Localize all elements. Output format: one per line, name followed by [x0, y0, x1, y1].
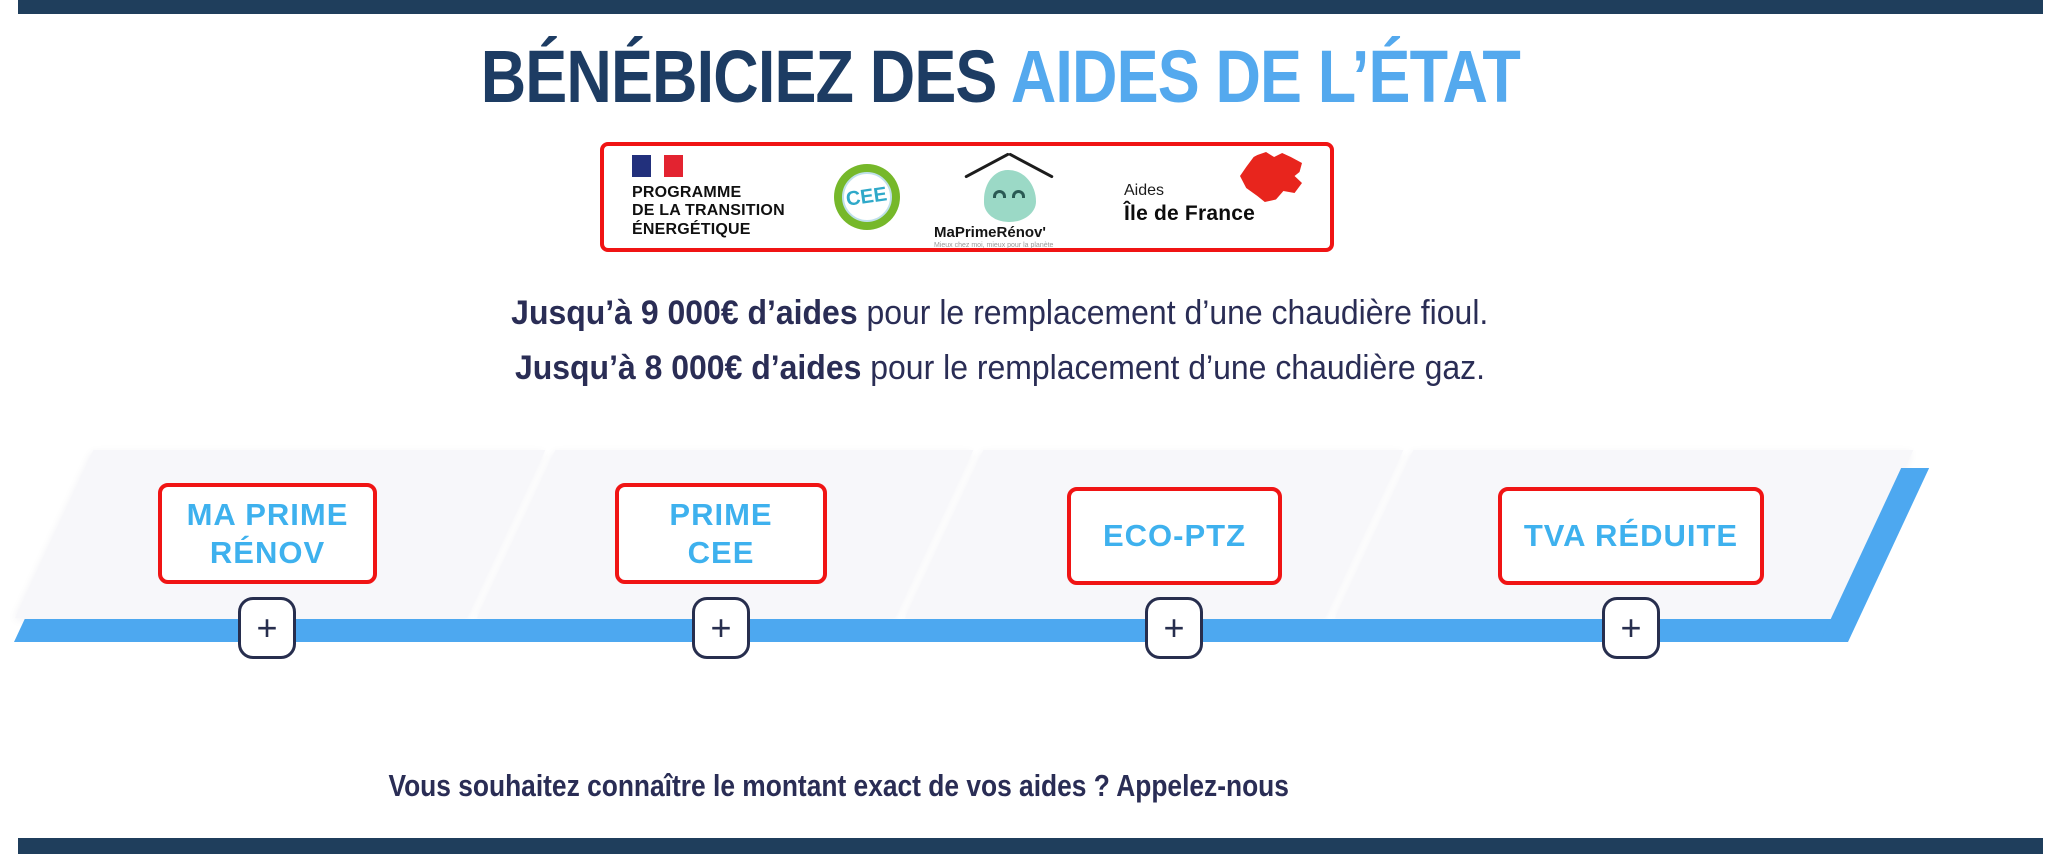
top-divider-bar	[18, 0, 2043, 14]
aid-label: MA PRIME	[186, 496, 349, 532]
expand-button-ma-prime-renov[interactable]: +	[238, 597, 296, 659]
aid-label: ECO-PTZ	[1102, 518, 1247, 554]
aid-label: RÉNOV	[209, 534, 326, 570]
page-title-dark: BÉNÉBICIEZ DES	[480, 35, 1011, 118]
expand-button-prime-cee[interactable]: +	[692, 597, 750, 659]
offer-amount-fioul: Jusqu’à 9 000€ d’aides	[511, 294, 858, 332]
offer-line-fioul: Jusqu’à 9 000€ d’aides pour le remplacem…	[0, 294, 2000, 333]
aid-label: CEE	[687, 534, 755, 570]
flag-blue-square	[632, 155, 651, 178]
maprimerenov-tagline: Mieux chez moi, mieux pour la planète	[934, 242, 1054, 249]
maprimerenov-eye-icon	[993, 190, 1006, 198]
aid-label: PRIME	[669, 496, 773, 532]
offer-amount-gaz: Jusqu’à 8 000€ d’aides	[514, 349, 862, 387]
partner-logos-strip: PROGRAMME DE LA TRANSITION ÉNERGÉTIQUE C…	[600, 142, 1334, 252]
expand-button-eco-ptz[interactable]: +	[1145, 597, 1203, 659]
cee-badge-icon: CEE	[834, 164, 900, 230]
maprimerenov-eye-icon	[1012, 190, 1025, 198]
maprimerenov-face-icon	[984, 170, 1036, 222]
logo-aides-ile-de-france: Aides Île de France	[1120, 148, 1302, 246]
aid-box-prime-cee[interactable]: PRIME CEE	[615, 483, 827, 584]
page-title: BÉNÉBICIEZ DES AIDES DE L’ÉTAT	[0, 34, 2000, 119]
aid-box-ma-prime-renov[interactable]: MA PRIME RÉNOV	[158, 483, 377, 584]
bottom-divider-bar	[18, 838, 2043, 854]
cta-text: Vous souhaitez connaître le montant exac…	[0, 768, 1678, 804]
cee-label: CEE	[845, 182, 889, 211]
offer-text-fioul: pour le remplacement d’une chaudière fio…	[857, 294, 1489, 332]
cta-label: Vous souhaitez connaître le montant exac…	[388, 768, 1290, 803]
flag-red-square	[664, 155, 683, 178]
france-flag-icon	[632, 155, 800, 178]
programme-line: DE LA TRANSITION	[632, 202, 785, 220]
programme-line: PROGRAMME	[632, 184, 742, 202]
logo-programme-transition-energetique: PROGRAMME DE LA TRANSITION ÉNERGÉTIQUE	[632, 155, 800, 239]
offer-line-gaz: Jusqu’à 8 000€ d’aides pour le remplacem…	[0, 349, 2000, 388]
aid-box-tva-reduite[interactable]: TVA RÉDUITE	[1498, 487, 1764, 585]
idf-region-label: Île de France	[1124, 202, 1255, 225]
expand-button-tva-reduite[interactable]: +	[1602, 597, 1660, 659]
cee-badge-inner: CEE	[842, 172, 892, 222]
programme-line: ÉNERGÉTIQUE	[632, 220, 751, 238]
maprimerenov-name: MaPrimeRénov'	[934, 224, 1046, 241]
offer-text-gaz: pour le remplacement d’une chaudière gaz…	[861, 349, 1486, 387]
page-title-light: AIDES DE L’ÉTAT	[1010, 35, 1521, 118]
idf-aides-label: Aides	[1124, 182, 1165, 199]
ile-de-france-map-icon	[1240, 152, 1302, 202]
aid-box-eco-ptz[interactable]: ECO-PTZ	[1067, 487, 1282, 585]
aid-label: TVA RÉDUITE	[1523, 518, 1739, 554]
logo-maprimerenov: MaPrimeRénov' Mieux chez moi, mieux pour…	[934, 146, 1086, 249]
